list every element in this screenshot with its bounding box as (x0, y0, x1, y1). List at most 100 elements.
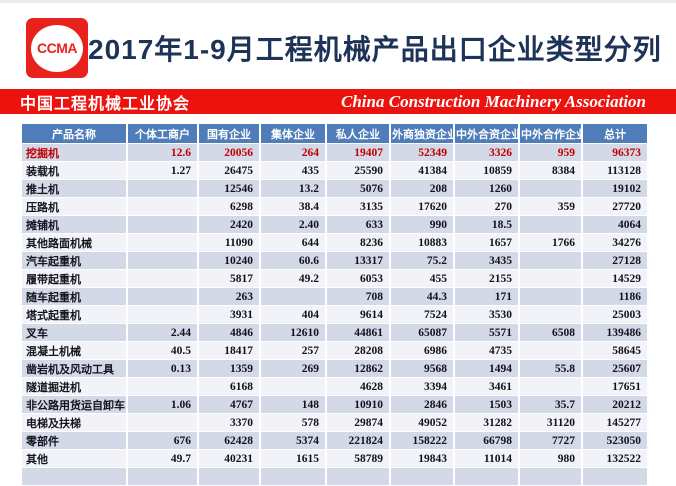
table-row: 汽车起重机 10240 60.6 13317 75.2 3435 27128 (22, 252, 647, 269)
value-cell (520, 216, 581, 233)
value-cell: 4628 (327, 378, 389, 395)
value-cell: 990 (391, 216, 453, 233)
value-cell: 7524 (391, 306, 453, 323)
value-cell: 49052 (391, 414, 453, 431)
value-cell: 1615 (261, 450, 325, 467)
value-cell: 25590 (327, 162, 389, 179)
value-cell: 3931 (199, 306, 259, 323)
value-cell: 8384 (520, 162, 581, 179)
empty-cell (583, 468, 647, 485)
empty-cell (391, 468, 453, 485)
value-cell: 8236 (327, 234, 389, 251)
value-cell (520, 378, 581, 395)
value-cell: 10240 (199, 252, 259, 269)
value-cell: 139486 (583, 324, 647, 341)
value-cell: 12546 (199, 180, 259, 197)
value-cell: 75.2 (391, 252, 453, 269)
value-cell: 17620 (391, 198, 453, 215)
value-cell: 49.7 (128, 450, 197, 467)
page-title: 2017年1-9月工程机械产品出口企业类型分列 (88, 34, 662, 65)
value-cell: 26475 (199, 162, 259, 179)
table-row: 其他路面机械 11090 644 8236 10883 1657 1766 34276 (22, 234, 647, 251)
value-cell: 221824 (327, 432, 389, 449)
table-row: 电梯及扶梯 3370 578 29874 49052 31282 31120 145277 (22, 414, 647, 431)
partial-clipped-row (22, 468, 647, 485)
product-name-cell: 非公路用货运自卸车 (22, 396, 126, 413)
value-cell: 12.6 (128, 144, 197, 161)
value-cell: 25607 (583, 360, 647, 377)
product-name-cell: 装载机 (22, 162, 126, 179)
value-cell: 44861 (327, 324, 389, 341)
value-cell: 1657 (455, 234, 518, 251)
product-name-cell: 电梯及扶梯 (22, 414, 126, 431)
ccma-logo-oval: CCMA (31, 24, 83, 72)
empty-cell (199, 468, 259, 485)
value-cell: 52349 (391, 144, 453, 161)
ccma-logo: CCMA (26, 18, 88, 78)
table-row: 零部件 676 62428 5374 221824 158222 66798 7727 5230… (22, 432, 647, 449)
value-cell: 27720 (583, 198, 647, 215)
value-cell (128, 252, 197, 269)
ccma-logo-text: CCMA (37, 40, 78, 56)
value-cell: 58789 (327, 450, 389, 467)
product-name-cell: 随车起重机 (22, 288, 126, 305)
value-cell: 40231 (199, 450, 259, 467)
value-cell (520, 288, 581, 305)
product-name-cell: 凿岩机及风动工具 (22, 360, 126, 377)
value-cell: 96373 (583, 144, 647, 161)
value-cell: 7727 (520, 432, 581, 449)
table-row: 装载机 1.27 26475 435 25590 41384 10859 8384 113128 (22, 162, 647, 179)
value-cell: 633 (327, 216, 389, 233)
value-cell: 27128 (583, 252, 647, 269)
value-cell: 20056 (199, 144, 259, 161)
value-cell: 708 (327, 288, 389, 305)
column-header-1: 个体工商户 (128, 124, 197, 143)
empty-cell (128, 468, 197, 485)
value-cell: 257 (261, 342, 325, 359)
product-name-cell: 叉车 (22, 324, 126, 341)
value-cell: 270 (455, 198, 518, 215)
value-cell: 676 (128, 432, 197, 449)
value-cell: 29874 (327, 414, 389, 431)
value-cell: 28208 (327, 342, 389, 359)
value-cell: 132522 (583, 450, 647, 467)
value-cell: 19407 (327, 144, 389, 161)
value-cell: 3135 (327, 198, 389, 215)
product-name-cell: 履带起重机 (22, 270, 126, 287)
column-header-0: 产品名称 (22, 124, 126, 143)
table-row: 其他 49.7 40231 1615 58789 19843 11014 980 132522 (22, 450, 647, 467)
product-name-cell: 摊铺机 (22, 216, 126, 233)
value-cell: 1186 (583, 288, 647, 305)
value-cell: 58645 (583, 342, 647, 359)
value-cell (128, 378, 197, 395)
value-cell: 18.5 (455, 216, 518, 233)
value-cell: 264 (261, 144, 325, 161)
empty-cell (455, 468, 518, 485)
value-cell: 263 (199, 288, 259, 305)
value-cell (128, 270, 197, 287)
value-cell: 404 (261, 306, 325, 323)
value-cell: 5374 (261, 432, 325, 449)
product-name-cell: 挖掘机 (22, 144, 126, 161)
table-row: 履带起重机 5817 49.2 6053 455 2155 14529 (22, 270, 647, 287)
value-cell: 49.2 (261, 270, 325, 287)
value-cell: 12862 (327, 360, 389, 377)
value-cell: 25003 (583, 306, 647, 323)
product-name-cell: 混凝土机械 (22, 342, 126, 359)
value-cell: 269 (261, 360, 325, 377)
value-cell: 12610 (261, 324, 325, 341)
column-header-8: 总计 (583, 124, 647, 143)
value-cell: 5817 (199, 270, 259, 287)
value-cell: 171 (455, 288, 518, 305)
value-cell: 11014 (455, 450, 518, 467)
value-cell (520, 252, 581, 269)
value-cell: 6508 (520, 324, 581, 341)
value-cell (520, 306, 581, 323)
value-cell (520, 342, 581, 359)
product-name-cell: 零部件 (22, 432, 126, 449)
product-name-cell: 塔式起重机 (22, 306, 126, 323)
value-cell: 4735 (455, 342, 518, 359)
table-row: 推土机 12546 13.2 5076 208 1260 19102 (22, 180, 647, 197)
value-cell: 62428 (199, 432, 259, 449)
value-cell: 31120 (520, 414, 581, 431)
